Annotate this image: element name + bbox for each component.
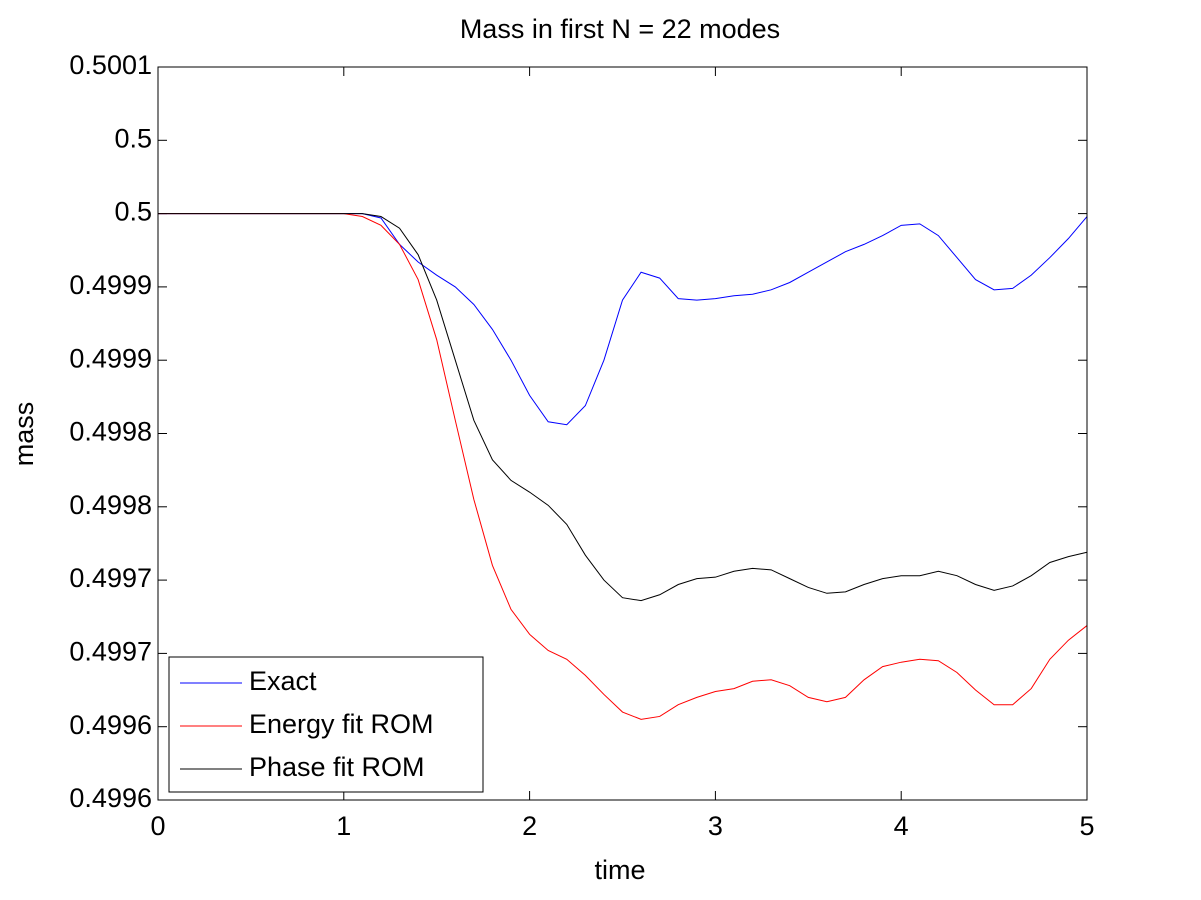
x-tick-label: 2 [522,811,537,841]
y-tick-label: 0.5 [114,123,152,153]
y-tick-label: 0.4999 [69,270,152,300]
y-tick-label: 0.4997 [69,563,152,593]
x-tick-label: 4 [894,811,909,841]
data-line [158,213,1088,602]
y-tick-label: 0.5001 [69,50,152,80]
y-tick-label: 0.4999 [69,343,152,373]
legend-label: Energy fit ROM [249,709,434,739]
x-tick-label: 5 [1079,811,1094,841]
y-tick-label: 0.4996 [69,710,152,740]
y-axis-label: mass [9,402,39,467]
legend-label: Exact [249,666,317,696]
y-tick-label: 0.4997 [69,637,152,667]
x-tick-label: 1 [336,811,351,841]
axes-box [157,66,1088,801]
y-tick-label: 0.4998 [69,417,152,447]
chart-title: Mass in first N = 22 modes [460,14,780,44]
data-line [158,213,1088,720]
x-tick-label: 0 [150,811,165,841]
data-line [158,213,1088,426]
legend-label: Phase fit ROM [249,752,425,782]
x-axis-label: time [594,855,645,885]
y-tick-label: 0.4996 [69,783,152,813]
y-tick-label: 0.5 [114,197,152,227]
x-tick-label: 3 [708,811,723,841]
y-tick-label: 0.4998 [69,490,152,520]
